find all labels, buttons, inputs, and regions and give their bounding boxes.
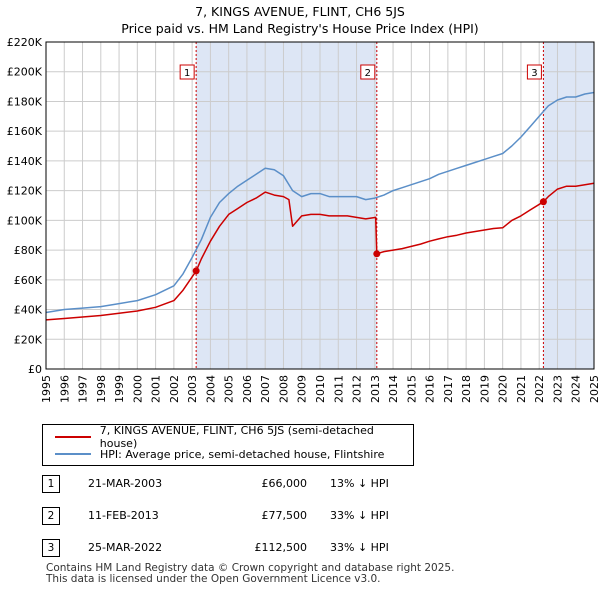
sale-number-badge: 3	[42, 539, 60, 557]
x-tick-label: 2008	[277, 375, 290, 403]
sale-price: £112,500	[254, 541, 308, 554]
y-tick-label: £180K	[7, 95, 43, 108]
x-tick-label: 2001	[150, 375, 163, 403]
legend-swatch-property	[55, 436, 91, 438]
sale-price: £66,000	[261, 477, 308, 490]
annotation-box	[360, 64, 376, 80]
x-tick-label: 2016	[424, 375, 437, 403]
sale-hpi-diff: 13% ↓ HPI	[330, 477, 389, 490]
x-tick-label: 1996	[58, 375, 71, 403]
legend-label-hpi: HPI: Average price, semi-detached house,…	[100, 447, 385, 461]
sale-hpi-diff: 33% ↓ HPI	[330, 509, 389, 522]
chart-title: 7, KINGS AVENUE, FLINT, CH6 5JS	[195, 4, 405, 19]
legend-item-hpi: HPI: Average price, semi-detached house,…	[55, 446, 384, 462]
annotation-label: 2	[365, 68, 371, 79]
legend: 7, KINGS AVENUE, FLINT, CH6 5JS (semi-de…	[42, 424, 414, 466]
sale-point	[373, 250, 381, 258]
x-tick-label: 2025	[588, 375, 600, 403]
x-tick-label: 2012	[351, 375, 364, 403]
y-tick-label: £40K	[14, 304, 43, 317]
x-tick-label: 2000	[131, 375, 144, 403]
x-tick-label: 2010	[314, 375, 327, 403]
legend-label-property: 7, KINGS AVENUE, FLINT, CH6 5JS (semi-de…	[99, 424, 374, 450]
x-tick-label: 1998	[95, 375, 108, 403]
shaded-ownership-region	[543, 42, 594, 369]
x-tick-label: 2005	[223, 375, 236, 403]
legend-swatch-hpi	[55, 453, 91, 455]
shaded-ownership-region	[196, 42, 377, 369]
y-tick-label: £80K	[14, 244, 43, 257]
sale-date: 25-MAR-2022	[88, 541, 163, 554]
x-tick-label: 2002	[168, 375, 181, 403]
x-tick-label: 2013	[369, 375, 382, 403]
sale-row: 3 25-MAR-2022 £112,500 33% ↓ HPI	[42, 539, 542, 559]
sale-point	[192, 267, 200, 275]
sale-price: £77,500	[261, 509, 308, 522]
x-tick-label: 2020	[497, 375, 510, 403]
footer-copyright: Contains HM Land Registry data © Crown c…	[46, 562, 455, 574]
sale-number-badge: 2	[42, 507, 60, 525]
annotation-box	[179, 64, 195, 80]
x-tick-label: 2024	[570, 375, 583, 403]
y-tick-label: £220K	[7, 36, 43, 49]
x-tick-label: 2019	[478, 375, 491, 403]
sale-point	[539, 198, 547, 206]
y-tick-label: £60K	[14, 274, 43, 287]
sale-date: 21-MAR-2003	[88, 477, 163, 490]
sale-date: 11-FEB-2013	[88, 509, 159, 522]
sale-row: 2 11-FEB-2013 £77,500 33% ↓ HPI	[42, 507, 542, 527]
x-tick-label: 2023	[551, 375, 564, 403]
plot-frame	[45, 41, 595, 370]
price-chart: 1 2 3 £0 £20K £40K £60K £80K £100K £120K £140K £160…	[7, 36, 600, 403]
x-tick-label: 2004	[204, 375, 217, 403]
y-tick-label: £20K	[14, 333, 43, 346]
y-tick-label: £120K	[7, 185, 43, 198]
y-tick-label: £160K	[7, 125, 43, 138]
x-tick-label: 1997	[77, 375, 90, 403]
x-tick-label: 1999	[113, 375, 126, 403]
annotation-label: 1	[184, 68, 190, 79]
y-tick-label: £200K	[7, 66, 43, 79]
x-tick-label: 2011	[332, 375, 345, 403]
sale-hpi-diff: 33% ↓ HPI	[330, 541, 389, 554]
x-tick-label: 2006	[241, 375, 254, 403]
x-tick-label: 2003	[186, 375, 199, 403]
annotation-label: 3	[531, 68, 537, 79]
legend-item-property: 7, KINGS AVENUE, FLINT, CH6 5JS (semi-de…	[55, 424, 413, 450]
annotation-box	[526, 64, 542, 80]
x-tick-label: 2015	[405, 375, 418, 403]
footer-licence: This data is licensed under the Open Gov…	[46, 573, 381, 585]
x-tick-label: 2021	[515, 375, 528, 403]
x-tick-label: 2009	[296, 375, 309, 403]
y-tick-label: £100K	[7, 214, 43, 227]
x-tick-label: 2007	[259, 375, 272, 403]
x-tick-label: 1995	[40, 375, 53, 403]
y-tick-label: £140K	[7, 155, 43, 168]
y-tick-label: £0	[28, 363, 42, 376]
sale-row: 1 21-MAR-2003 £66,000 13% ↓ HPI	[42, 475, 542, 495]
x-tick-label: 2022	[533, 375, 546, 403]
hpi-series-line	[45, 91, 595, 314]
x-tick-label: 2014	[387, 375, 400, 403]
x-tick-label: 2018	[460, 375, 473, 403]
x-tick-label: 2017	[442, 375, 455, 403]
chart-subtitle: Price paid vs. HM Land Registry's House …	[121, 21, 479, 36]
sale-number-badge: 1	[42, 475, 60, 493]
